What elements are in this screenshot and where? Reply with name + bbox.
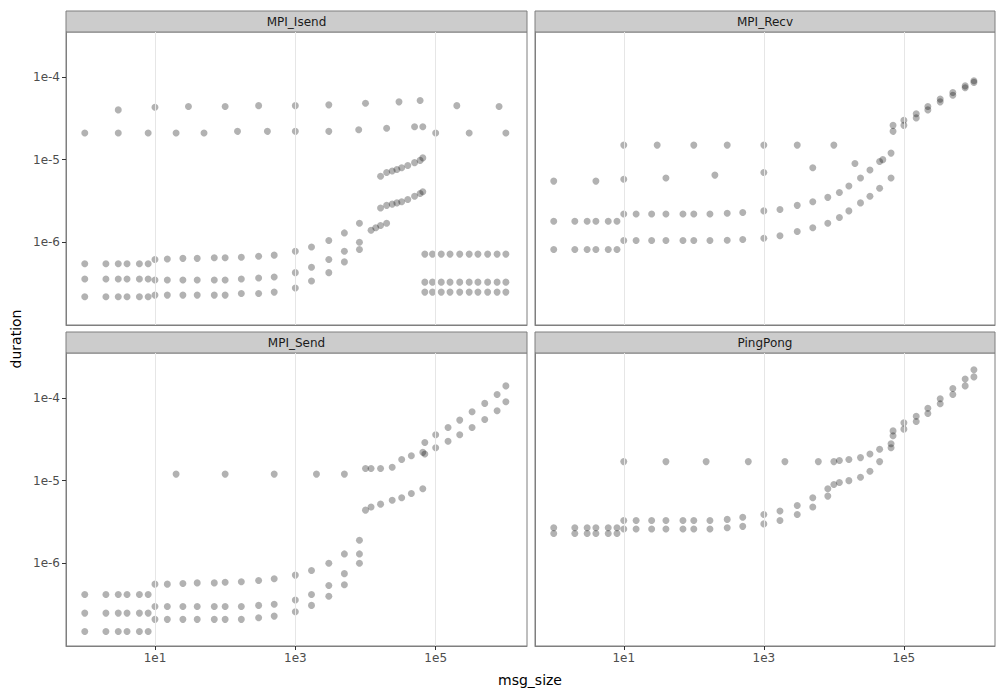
svg-text:1e-4: 1e-4 <box>33 391 60 405</box>
svg-text:msg_size: msg_size <box>498 672 562 688</box>
svg-text:1e-5: 1e-5 <box>33 474 60 488</box>
svg-text:1e5: 1e5 <box>424 651 447 665</box>
svg-text:duration: duration <box>8 310 24 369</box>
svg-text:PingPong: PingPong <box>738 336 793 350</box>
svg-text:1e5: 1e5 <box>893 651 916 665</box>
svg-text:1e3: 1e3 <box>284 651 307 665</box>
svg-text:MPI_Isend: MPI_Isend <box>267 15 327 29</box>
svg-text:1e3: 1e3 <box>753 651 776 665</box>
svg-text:1e-6: 1e-6 <box>33 235 60 249</box>
svg-text:MPI_Recv: MPI_Recv <box>737 15 793 29</box>
svg-text:1e-4: 1e-4 <box>33 70 60 84</box>
svg-text:1e1: 1e1 <box>144 651 167 665</box>
svg-text:MPI_Send: MPI_Send <box>268 336 325 350</box>
svg-text:1e-5: 1e-5 <box>33 153 60 167</box>
svg-text:1e-6: 1e-6 <box>33 556 60 570</box>
svg-text:1e1: 1e1 <box>612 651 635 665</box>
